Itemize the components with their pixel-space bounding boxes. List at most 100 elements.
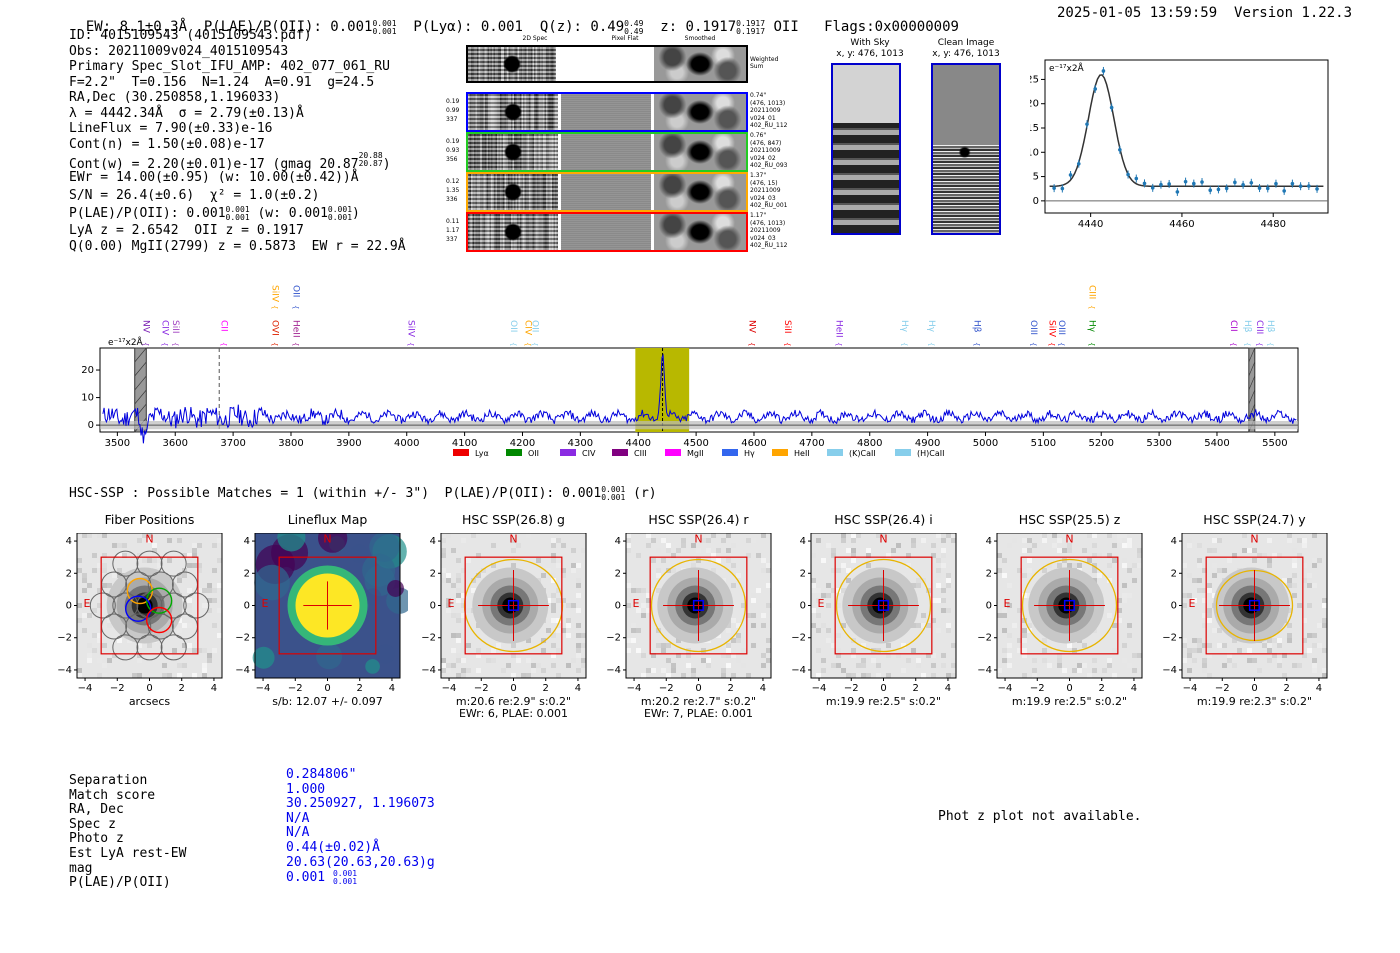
noise-pixel xyxy=(541,648,546,653)
noise-pixel xyxy=(951,533,956,538)
noise-pixel xyxy=(751,598,756,603)
noise-pixel xyxy=(1082,643,1087,648)
stamp-xtick-label: 2 xyxy=(1099,683,1105,694)
center-box xyxy=(507,599,519,611)
noise-pixel xyxy=(1207,548,1212,553)
noise-pixel xyxy=(866,548,871,553)
noise-pixel xyxy=(756,553,761,558)
match-value: 1.000 xyxy=(286,781,326,797)
noise-pixel xyxy=(1317,623,1322,628)
noise-pixel xyxy=(1197,558,1202,563)
noise-pixel xyxy=(1317,643,1322,648)
line-marker: SiII { xyxy=(170,320,180,346)
noise-pixel xyxy=(931,543,936,548)
mask-hatch xyxy=(1248,403,1256,419)
north-label: N xyxy=(323,533,331,546)
noise-pixel xyxy=(1197,638,1202,643)
noise-pixel xyxy=(561,628,566,633)
noise-pixel xyxy=(1047,663,1052,668)
noise-pixel xyxy=(1192,598,1197,603)
noise-pixel xyxy=(1187,653,1192,658)
line-marker-label: SiIV xyxy=(269,285,279,303)
noise-pixel xyxy=(691,673,696,678)
noise-pixel xyxy=(92,553,97,558)
zoom-unit: e⁻¹⁷x2Å xyxy=(1049,62,1085,74)
noise-pixel xyxy=(681,543,686,548)
noise-pixel xyxy=(521,673,526,678)
noise-pixel xyxy=(476,653,481,658)
noise-pixel xyxy=(1182,563,1187,568)
noise-pixel xyxy=(207,583,212,588)
zoom-ytick-label: 25 xyxy=(1030,74,1039,85)
noise-pixel xyxy=(117,543,122,548)
noise-pixel xyxy=(1007,653,1012,658)
noise-pixel xyxy=(541,633,546,638)
noise-pixel xyxy=(1232,553,1237,558)
noise-pixel xyxy=(576,608,581,613)
col-title-2dspec: 2D Spec xyxy=(522,35,548,42)
noise-pixel xyxy=(941,588,946,593)
noise-pixel xyxy=(706,658,711,663)
noise-pixel xyxy=(1222,568,1227,573)
noise-pixel xyxy=(197,563,202,568)
mask-hatch xyxy=(134,389,147,405)
noise-pixel xyxy=(921,673,926,678)
noise-pixel xyxy=(1002,558,1007,563)
noise-pixel xyxy=(921,623,926,628)
zoom-data-point xyxy=(1167,182,1171,186)
noise-pixel xyxy=(1122,643,1127,648)
zoom-data-point xyxy=(1241,183,1245,187)
zoom-data-point xyxy=(1233,180,1237,185)
noise-pixel xyxy=(1092,543,1097,548)
noise-pixel xyxy=(97,563,102,568)
flux-blob xyxy=(318,533,348,553)
east-label: E xyxy=(1003,597,1010,610)
noise-pixel xyxy=(137,643,142,648)
noise-pixel xyxy=(1127,663,1132,668)
stamp-ytick-label: −4 xyxy=(1162,665,1177,676)
noise-pixel xyxy=(1322,668,1327,673)
zoom-data-point xyxy=(1060,186,1065,191)
stamp-ytick-label: 2 xyxy=(986,568,992,579)
info-plae: P(LAE)/P(OII): 0.0010.001 0.001 (w: 0.001… xyxy=(69,205,360,222)
zoom-data-point xyxy=(1068,173,1073,177)
noise-pixel xyxy=(761,533,766,538)
noise-pixel xyxy=(661,643,666,648)
noise-pixel xyxy=(741,663,746,668)
noise-pixel xyxy=(936,628,941,633)
stamp-xtick-label: −4 xyxy=(627,683,642,694)
noise-pixel xyxy=(1112,623,1117,628)
noise-pixel xyxy=(576,633,581,638)
noise-pixel xyxy=(556,563,561,568)
match-label: P(LAE)/P(OII) xyxy=(69,875,171,891)
line-marker: OII { xyxy=(508,320,518,346)
noise-pixel xyxy=(187,643,192,648)
noise-pixel xyxy=(1322,623,1327,628)
noise-pixel xyxy=(1012,608,1017,613)
header-right: 2025-01-05 13:59:59 Version 1.22.3 xyxy=(1057,5,1352,21)
line-marker-label: SiIV xyxy=(405,320,415,338)
noise-pixel xyxy=(731,618,736,623)
noise-pixel xyxy=(1007,543,1012,548)
noise-pixel xyxy=(192,673,197,678)
north-label: N xyxy=(1250,533,1258,546)
noise-pixel xyxy=(721,538,726,543)
stamp-image: N E −4 −4 −2 −2 0 0 2 2 4 4 xyxy=(1162,533,1328,694)
noise-pixel xyxy=(666,643,671,648)
noise-pixel xyxy=(207,608,212,613)
noise-pixel xyxy=(676,638,681,643)
noise-pixel xyxy=(1212,538,1217,543)
noise-pixel xyxy=(1317,558,1322,563)
noise-pixel xyxy=(1197,543,1202,548)
noise-pixel xyxy=(82,588,87,593)
noise-pixel xyxy=(212,543,217,548)
search-box xyxy=(1205,556,1304,655)
noise-pixel xyxy=(491,658,496,663)
timestamp: 2025-01-05 13:59:59 xyxy=(1057,5,1218,21)
noise-pixel xyxy=(1312,633,1317,638)
noise-pixel xyxy=(461,538,466,543)
cutout-row-stats: 0.19 0.99 337 xyxy=(446,98,460,123)
noise-pixel xyxy=(102,643,107,648)
selected-fiber-circle xyxy=(145,587,173,614)
noise-pixel xyxy=(1277,643,1282,648)
